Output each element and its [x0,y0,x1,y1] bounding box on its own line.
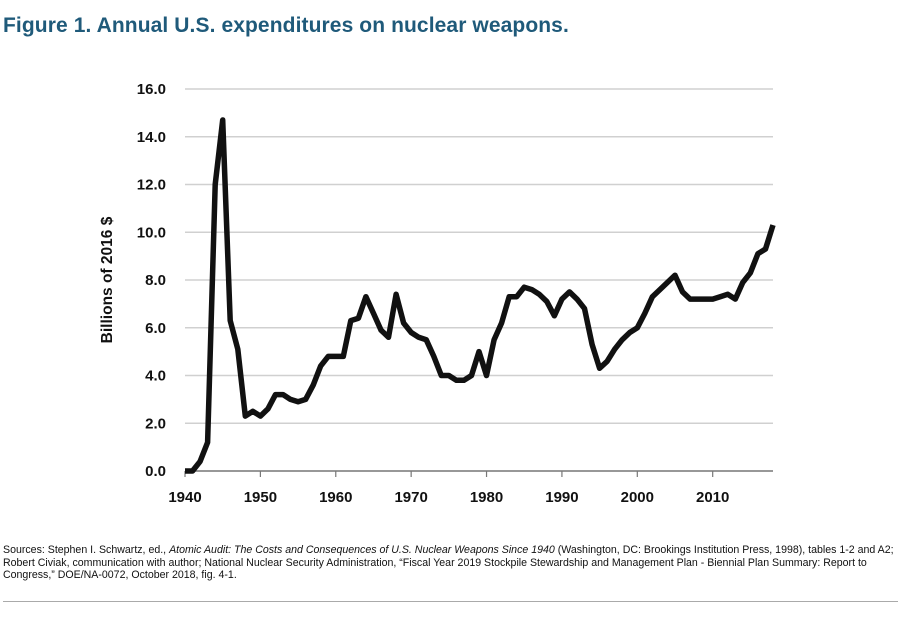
y-tick-label: 6.0 [145,320,166,337]
y-tick-label: 10.0 [137,224,166,241]
y-tick-label: 8.0 [145,272,166,289]
y-tick-label: 14.0 [137,129,166,146]
x-tick-label: 1980 [470,489,503,506]
sources-book-title: Atomic Audit: The Costs and Consequences… [169,544,555,556]
y-tick-label: 4.0 [145,368,166,385]
x-tick-label: 1970 [394,489,427,506]
y-tick-label: 16.0 [137,81,166,98]
x-tick-label: 1990 [545,489,578,506]
y-tick-label: 2.0 [145,415,166,432]
y-axis-ticks: 0.0 2.0 4.0 6.0 8.0 10.0 12.0 14.0 16.0 [137,81,166,480]
x-axis-ticks: 1940 1950 1960 1970 1980 1990 2000 2010 [168,471,729,506]
bottom-divider [3,601,898,602]
sources-prefix: Sources: Stephen I. Schwartz, ed., [3,544,170,556]
gridlines [185,88,773,424]
y-axis-label: Billions of 2016 $ [99,216,116,343]
x-tick-label: 1940 [168,489,201,506]
sources-note: Sources: Stephen I. Schwartz, ed., Atomi… [3,544,898,582]
nuclear-expenditure-chart: 0.0 2.0 4.0 6.0 8.0 10.0 12.0 14.0 16.0 1940 1950… [99,81,776,506]
x-tick-label: 1950 [244,489,277,506]
expenditure-series-line [185,117,776,474]
x-tick-label: 2010 [696,489,729,506]
y-tick-label: 12.0 [137,177,166,194]
y-tick-label: 0.0 [145,463,166,480]
x-tick-label: 1960 [319,489,352,506]
sources-suffix: (Washington, DC: Brookings Institution P… [3,544,894,582]
x-tick-label: 2000 [621,489,654,506]
figure-title: Figure 1. Annual U.S. expenditures on nu… [3,14,569,37]
